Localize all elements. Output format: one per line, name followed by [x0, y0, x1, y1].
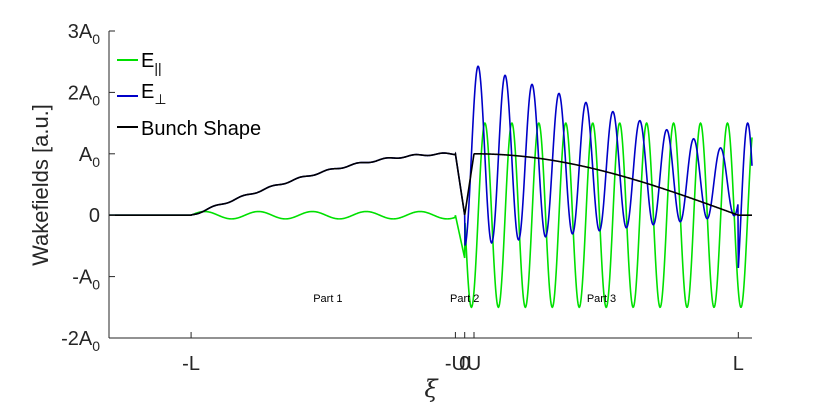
x-tick-label: -L — [182, 353, 200, 375]
series-line-e-parallel — [109, 121, 753, 309]
x-tick-label: 0 — [459, 353, 470, 375]
legend-label-bunch-shape: Bunch Shape — [141, 118, 261, 140]
legend: E|| E⊥ Bunch Shape — [117, 50, 261, 140]
y-axis-title: Wakefields [a.u.] — [28, 104, 53, 266]
x-tick-label: U — [467, 353, 481, 375]
x-axis-title: ξ — [424, 375, 439, 403]
legend-label-e-perp: E⊥ — [141, 81, 167, 107]
part-annotation: Part 3 — [587, 293, 616, 305]
part-annotation: Part 2 — [450, 293, 479, 305]
y-tick-label: -A0 — [72, 267, 100, 293]
y-tick-label: 2A0 — [68, 82, 100, 108]
x-tick-label: -U — [445, 353, 466, 375]
y-tick-label: A0 — [79, 144, 100, 170]
y-tick-label: 0 — [89, 205, 100, 227]
y-tick-label: -2A0 — [61, 328, 100, 354]
series-line-e-perp — [109, 65, 753, 269]
legend-label-e-parallel: E|| — [141, 50, 162, 76]
annotation-layer: Part 1 Part 2 Part 3 — [313, 293, 616, 305]
series-line-bunch-shape — [109, 151, 752, 216]
y-ticks: -2A0 -A0 0 A0 2A0 3A0 — [61, 21, 115, 354]
y-tick-label: 3A0 — [68, 21, 100, 47]
series-layer — [109, 65, 753, 309]
x-ticks: -L -U0U L — [182, 332, 744, 375]
part-annotation: Part 1 — [313, 293, 342, 305]
x-tick-label: L — [733, 353, 744, 375]
